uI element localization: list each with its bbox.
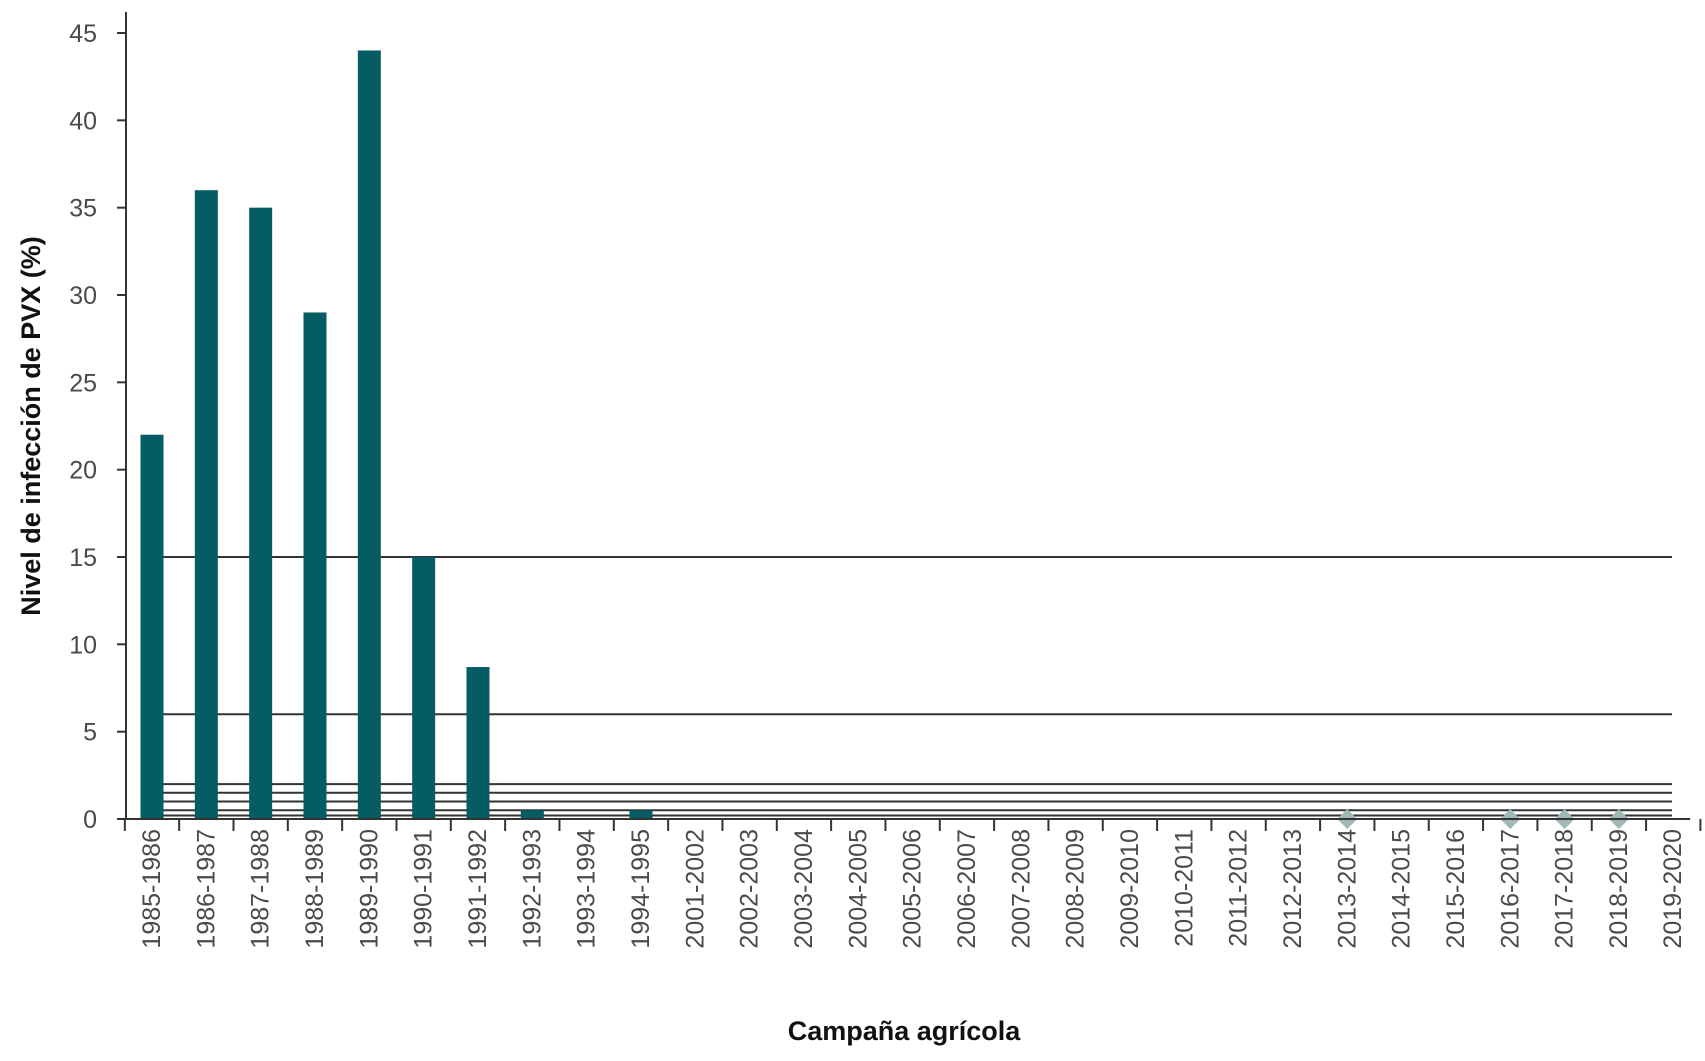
x-tick-label: 2016-2017 [1496, 829, 1524, 949]
y-tick-label: 20 [69, 457, 97, 485]
y-axis-title: Nivel de infección de PVX (%) [16, 236, 46, 616]
x-tick-label: 2015-2016 [1442, 829, 1470, 949]
bar [520, 810, 544, 819]
bar [249, 207, 273, 819]
x-tick-label: 2004-2005 [844, 829, 872, 949]
reference-lines [152, 556, 1672, 817]
bar [412, 557, 436, 819]
y-tick-label: 5 [83, 719, 97, 747]
x-tick-label: 1985-1986 [138, 829, 166, 949]
y-tick-label: 15 [69, 544, 97, 572]
y-tick-label: 25 [69, 369, 97, 397]
y-tick-label: 40 [69, 107, 97, 135]
x-tick-label: 1989-1990 [355, 829, 383, 949]
x-tick-label: 1994-1995 [627, 829, 655, 949]
x-tick-label: 2014-2015 [1388, 829, 1416, 949]
x-tick-label: 2007-2008 [1007, 829, 1035, 949]
x-tick-label: 2002-2003 [736, 829, 764, 949]
y-tick-labels: 0 5 10 15 20 25 30 35 40 45 [69, 20, 97, 834]
bar [629, 810, 653, 819]
x-tick-labels: 1985-1986 1986-1987 1987-1988 1988-1989 1989… [138, 829, 1687, 949]
axes [117, 12, 1702, 831]
x-tick-label: 1987-1988 [247, 829, 275, 949]
x-tick-label: 1993-1994 [573, 829, 601, 949]
y-tick-label: 30 [69, 282, 97, 310]
x-tick-label: 2008-2009 [1062, 829, 1090, 949]
bar [194, 190, 218, 819]
x-tick-label: 1986-1987 [192, 829, 220, 949]
x-tick-label: 2001-2002 [681, 829, 709, 949]
x-tick-label: 1992-1993 [518, 829, 546, 949]
bar [357, 50, 381, 819]
y-tick-label: 45 [69, 20, 97, 48]
x-tick-label: 2018-2019 [1605, 829, 1633, 949]
bar [466, 667, 490, 819]
x-tick-label: 2019-2020 [1659, 829, 1687, 949]
x-axis-title: Campaña agrícola [788, 1016, 1022, 1046]
y-tick-label: 35 [69, 195, 97, 223]
x-tick-label: 2009-2010 [1116, 829, 1144, 949]
y-tick-label: 10 [69, 631, 97, 659]
bar [303, 312, 327, 819]
x-tick-label: 2010-2011 [1170, 829, 1198, 947]
x-tick-label: 2017-2018 [1551, 829, 1579, 949]
bar [140, 434, 164, 819]
x-tick-label: 2006-2007 [953, 829, 981, 949]
y-tick-label: 0 [83, 806, 97, 834]
x-tick-label: 2013-2014 [1333, 829, 1361, 949]
x-tick-label: 1990-1991 [410, 829, 438, 949]
bars [140, 50, 653, 819]
x-tick-label: 2005-2006 [899, 829, 927, 949]
x-tick-label: 2012-2013 [1279, 829, 1307, 949]
x-tick-label: 2011-2012 [1225, 829, 1253, 947]
x-tick-label: 2003-2004 [790, 829, 818, 949]
x-tick-label: 1991-1992 [464, 829, 492, 949]
x-tick-label: 1988-1989 [301, 829, 329, 949]
